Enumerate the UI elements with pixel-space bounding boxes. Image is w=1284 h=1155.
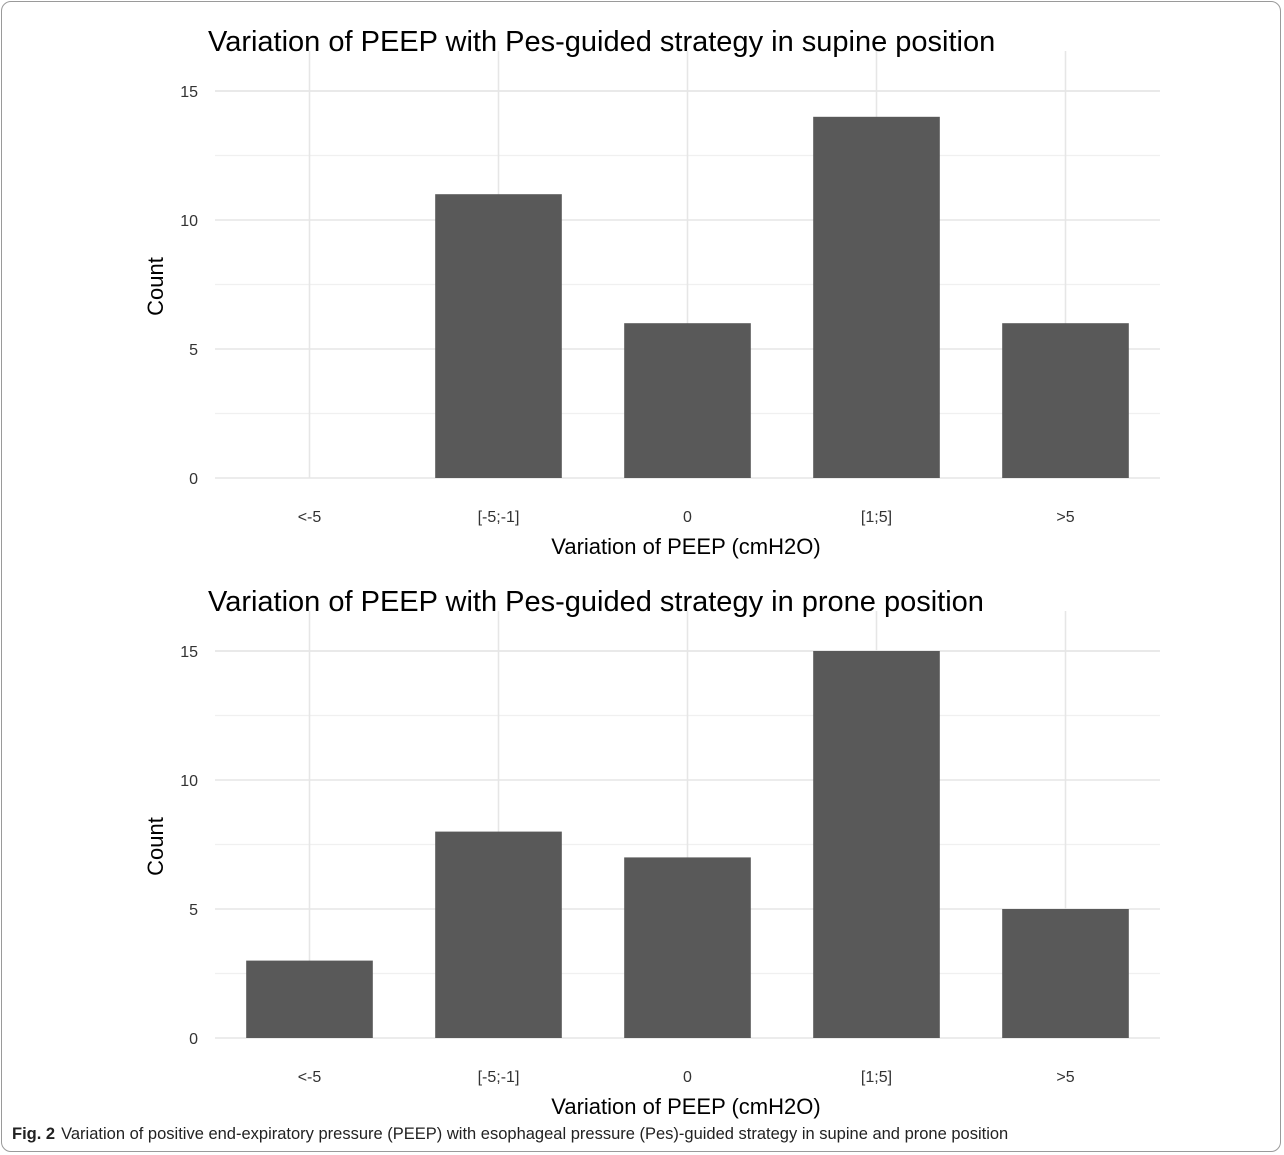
chart-title: Variation of PEEP with Pes-guided strate…	[208, 26, 995, 58]
caption-label: Fig. 2	[12, 1125, 56, 1143]
x-tick-label: [1;5]	[861, 1069, 892, 1086]
x-tick-label: 0	[683, 509, 692, 526]
bar-0	[624, 323, 751, 478]
bar-15	[813, 651, 940, 1038]
x-tick-label: [-5;-1]	[478, 509, 520, 526]
x-tick-label: <-5	[298, 509, 322, 526]
chart-svg: Variation of PEEP with Pes-guided strate…	[143, 586, 1160, 1119]
y-axis-title: Count	[143, 257, 168, 316]
x-tick-label: <-5	[298, 1069, 322, 1086]
chart-svg: Variation of PEEP with Pes-guided strate…	[143, 26, 1160, 559]
chart-supine: Variation of PEEP with Pes-guided strate…	[0, 0, 1284, 560]
y-tick-label: 5	[189, 342, 198, 359]
x-tick-label: 0	[683, 1069, 692, 1086]
y-tick-label: 0	[189, 1031, 198, 1048]
bar-5	[1002, 323, 1129, 478]
bar-51	[435, 831, 562, 1038]
figure-caption: Fig. 2 Variation of positive end-expirato…	[12, 1125, 1272, 1144]
y-tick-label: 10	[180, 213, 198, 230]
x-tick-label: >5	[1056, 1069, 1074, 1086]
x-axis-title: Variation of PEEP (cmH2O)	[551, 534, 820, 559]
chart-prone: Variation of PEEP with Pes-guided strate…	[0, 560, 1284, 1120]
caption-text: Variation of positive end-expiratory pre…	[61, 1125, 1009, 1143]
y-tick-label: 5	[189, 902, 198, 919]
bar-0	[624, 857, 751, 1038]
bar-15	[813, 116, 940, 479]
y-axis-title: Count	[143, 817, 168, 876]
y-tick-label: 15	[180, 84, 198, 101]
bar-5	[1002, 909, 1129, 1038]
x-tick-label: >5	[1056, 509, 1074, 526]
chart-title: Variation of PEEP with Pes-guided strate…	[208, 586, 984, 618]
y-tick-label: 0	[189, 471, 198, 488]
x-tick-label: [-5;-1]	[478, 1069, 520, 1086]
y-tick-label: 10	[180, 773, 198, 790]
x-tick-label: [1;5]	[861, 509, 892, 526]
x-axis-title: Variation of PEEP (cmH2O)	[551, 1094, 820, 1119]
bar-51	[435, 194, 562, 478]
bar-5	[246, 960, 373, 1038]
y-tick-label: 15	[180, 644, 198, 661]
